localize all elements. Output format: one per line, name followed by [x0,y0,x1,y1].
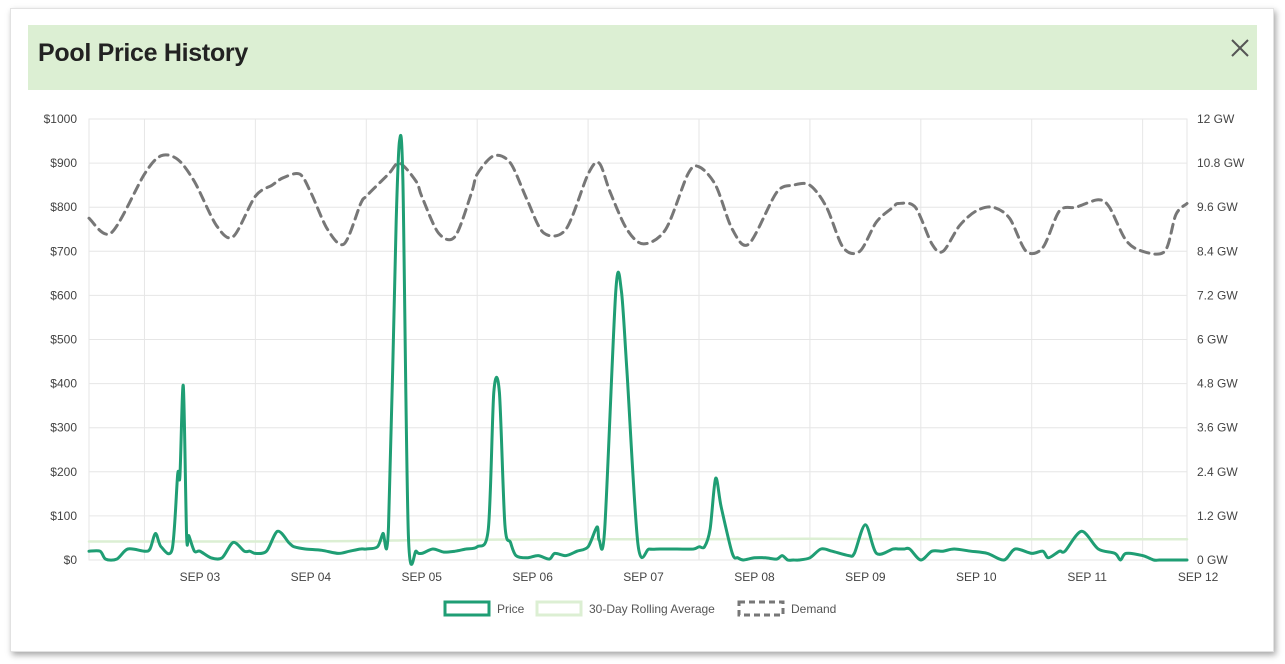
x-tick-label: SEP 06 [512,570,553,584]
y-right-tick-label: 1.2 GW [1197,509,1238,523]
x-tick-label: SEP 09 [845,570,886,584]
close-button[interactable] [1227,35,1253,61]
y-right-tick-label: 4.8 GW [1197,377,1238,391]
legend-rolling-average-label: 30-Day Rolling Average [589,602,715,616]
x-tick-label: SEP 07 [623,570,664,584]
y-left-tick-label: $0 [64,553,78,567]
y-left-tick-label: $400 [50,377,77,391]
y-right-tick-label: 7.2 GW [1197,288,1238,302]
y-left-tick-label: $1000 [44,112,78,126]
y-right-tick-label: 12 GW [1197,112,1235,126]
legend-demand-swatch [737,600,785,617]
y-right-tick-label: 2.4 GW [1197,465,1238,479]
x-tick-label: SEP 11 [1067,570,1107,584]
y-left-tick-label: $100 [50,509,77,523]
y-left-tick-label: $800 [50,200,77,214]
x-tick-label: SEP 03 [180,570,221,584]
y-left-tick-label: $900 [50,156,77,170]
demand-line [87,153,1189,256]
close-icon [1231,39,1249,57]
dialog-title: Pool Price History [38,39,248,67]
x-tick-label: SEP 04 [291,570,332,584]
x-tick-label: SEP 12 [1178,570,1219,584]
rolling-average-line [87,537,1189,543]
y-left-tick-label: $600 [50,288,77,302]
y-left-tick-label: $300 [50,421,77,435]
y-right-tick-label: 8.4 GW [1197,244,1238,258]
y-right-tick-label: 9.6 GW [1197,200,1238,214]
legend-price-swatch [443,600,491,617]
y-right-tick-label: 3.6 GW [1197,421,1238,435]
y-left-tick-label: $700 [50,244,77,258]
price-history-dialog: Pool Price History [10,8,1274,652]
legend-price-label: Price [497,602,525,616]
y-right-tick-label: 6 GW [1197,333,1228,347]
x-tick-label: SEP 08 [734,570,775,584]
x-tick-label: SEP 10 [956,570,997,584]
legend-demand-label: Demand [791,602,836,616]
x-tick-label: SEP 05 [401,570,442,584]
y-left-tick-label: $200 [50,465,77,479]
legend-rolling-average-swatch [535,600,583,617]
y-right-tick-label: 0 GW [1197,553,1228,567]
dialog-header: Pool Price History [28,25,1257,90]
y-left-tick-label: $500 [50,333,77,347]
price-line [87,134,1189,566]
y-right-tick-label: 10.8 GW [1197,156,1245,170]
